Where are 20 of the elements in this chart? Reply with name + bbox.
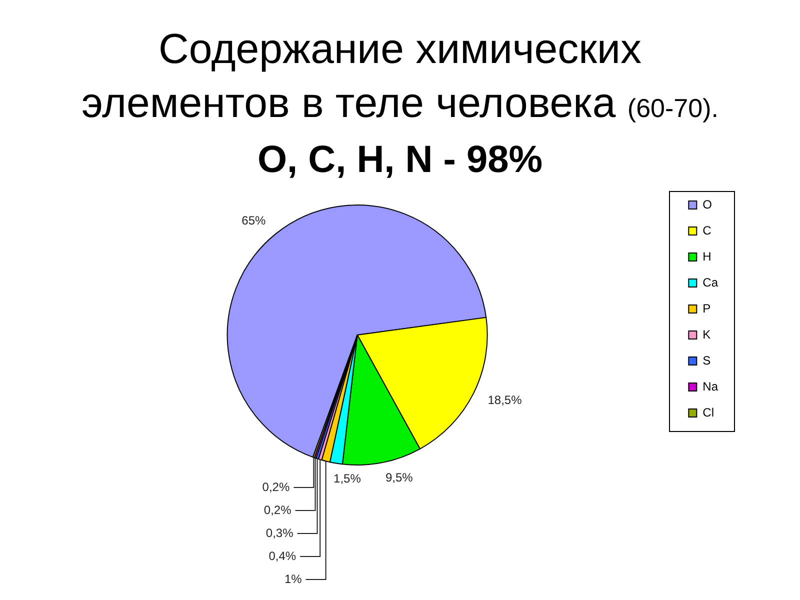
data-label: 1%	[284, 572, 302, 586]
legend-label: Cl	[702, 405, 714, 420]
data-label: 0,2%	[264, 502, 292, 517]
data-label: 18,5%	[488, 392, 522, 407]
data-label: 0,3%	[266, 526, 294, 540]
legend-label: S	[702, 353, 711, 368]
chart-title: Содержание химических элементов в теле человека (60-70).	[80, 24, 720, 128]
chart-subtitle: O, C, H, N - 98%	[256, 138, 544, 183]
data-label: 9,5%	[385, 470, 414, 485]
data-label: 1,5%	[334, 471, 362, 486]
legend-label: K	[702, 327, 711, 342]
legend-label: P	[702, 301, 711, 316]
data-label: 65%	[242, 214, 266, 228]
legend-label: Ca	[702, 275, 718, 290]
data-label: 0,2%	[262, 480, 290, 494]
data-label: 0,4%	[268, 548, 296, 563]
legend-label: H	[702, 249, 712, 264]
legend-label: C	[702, 223, 712, 238]
legend-label: O	[702, 197, 712, 212]
legend-label: Na	[702, 379, 718, 394]
